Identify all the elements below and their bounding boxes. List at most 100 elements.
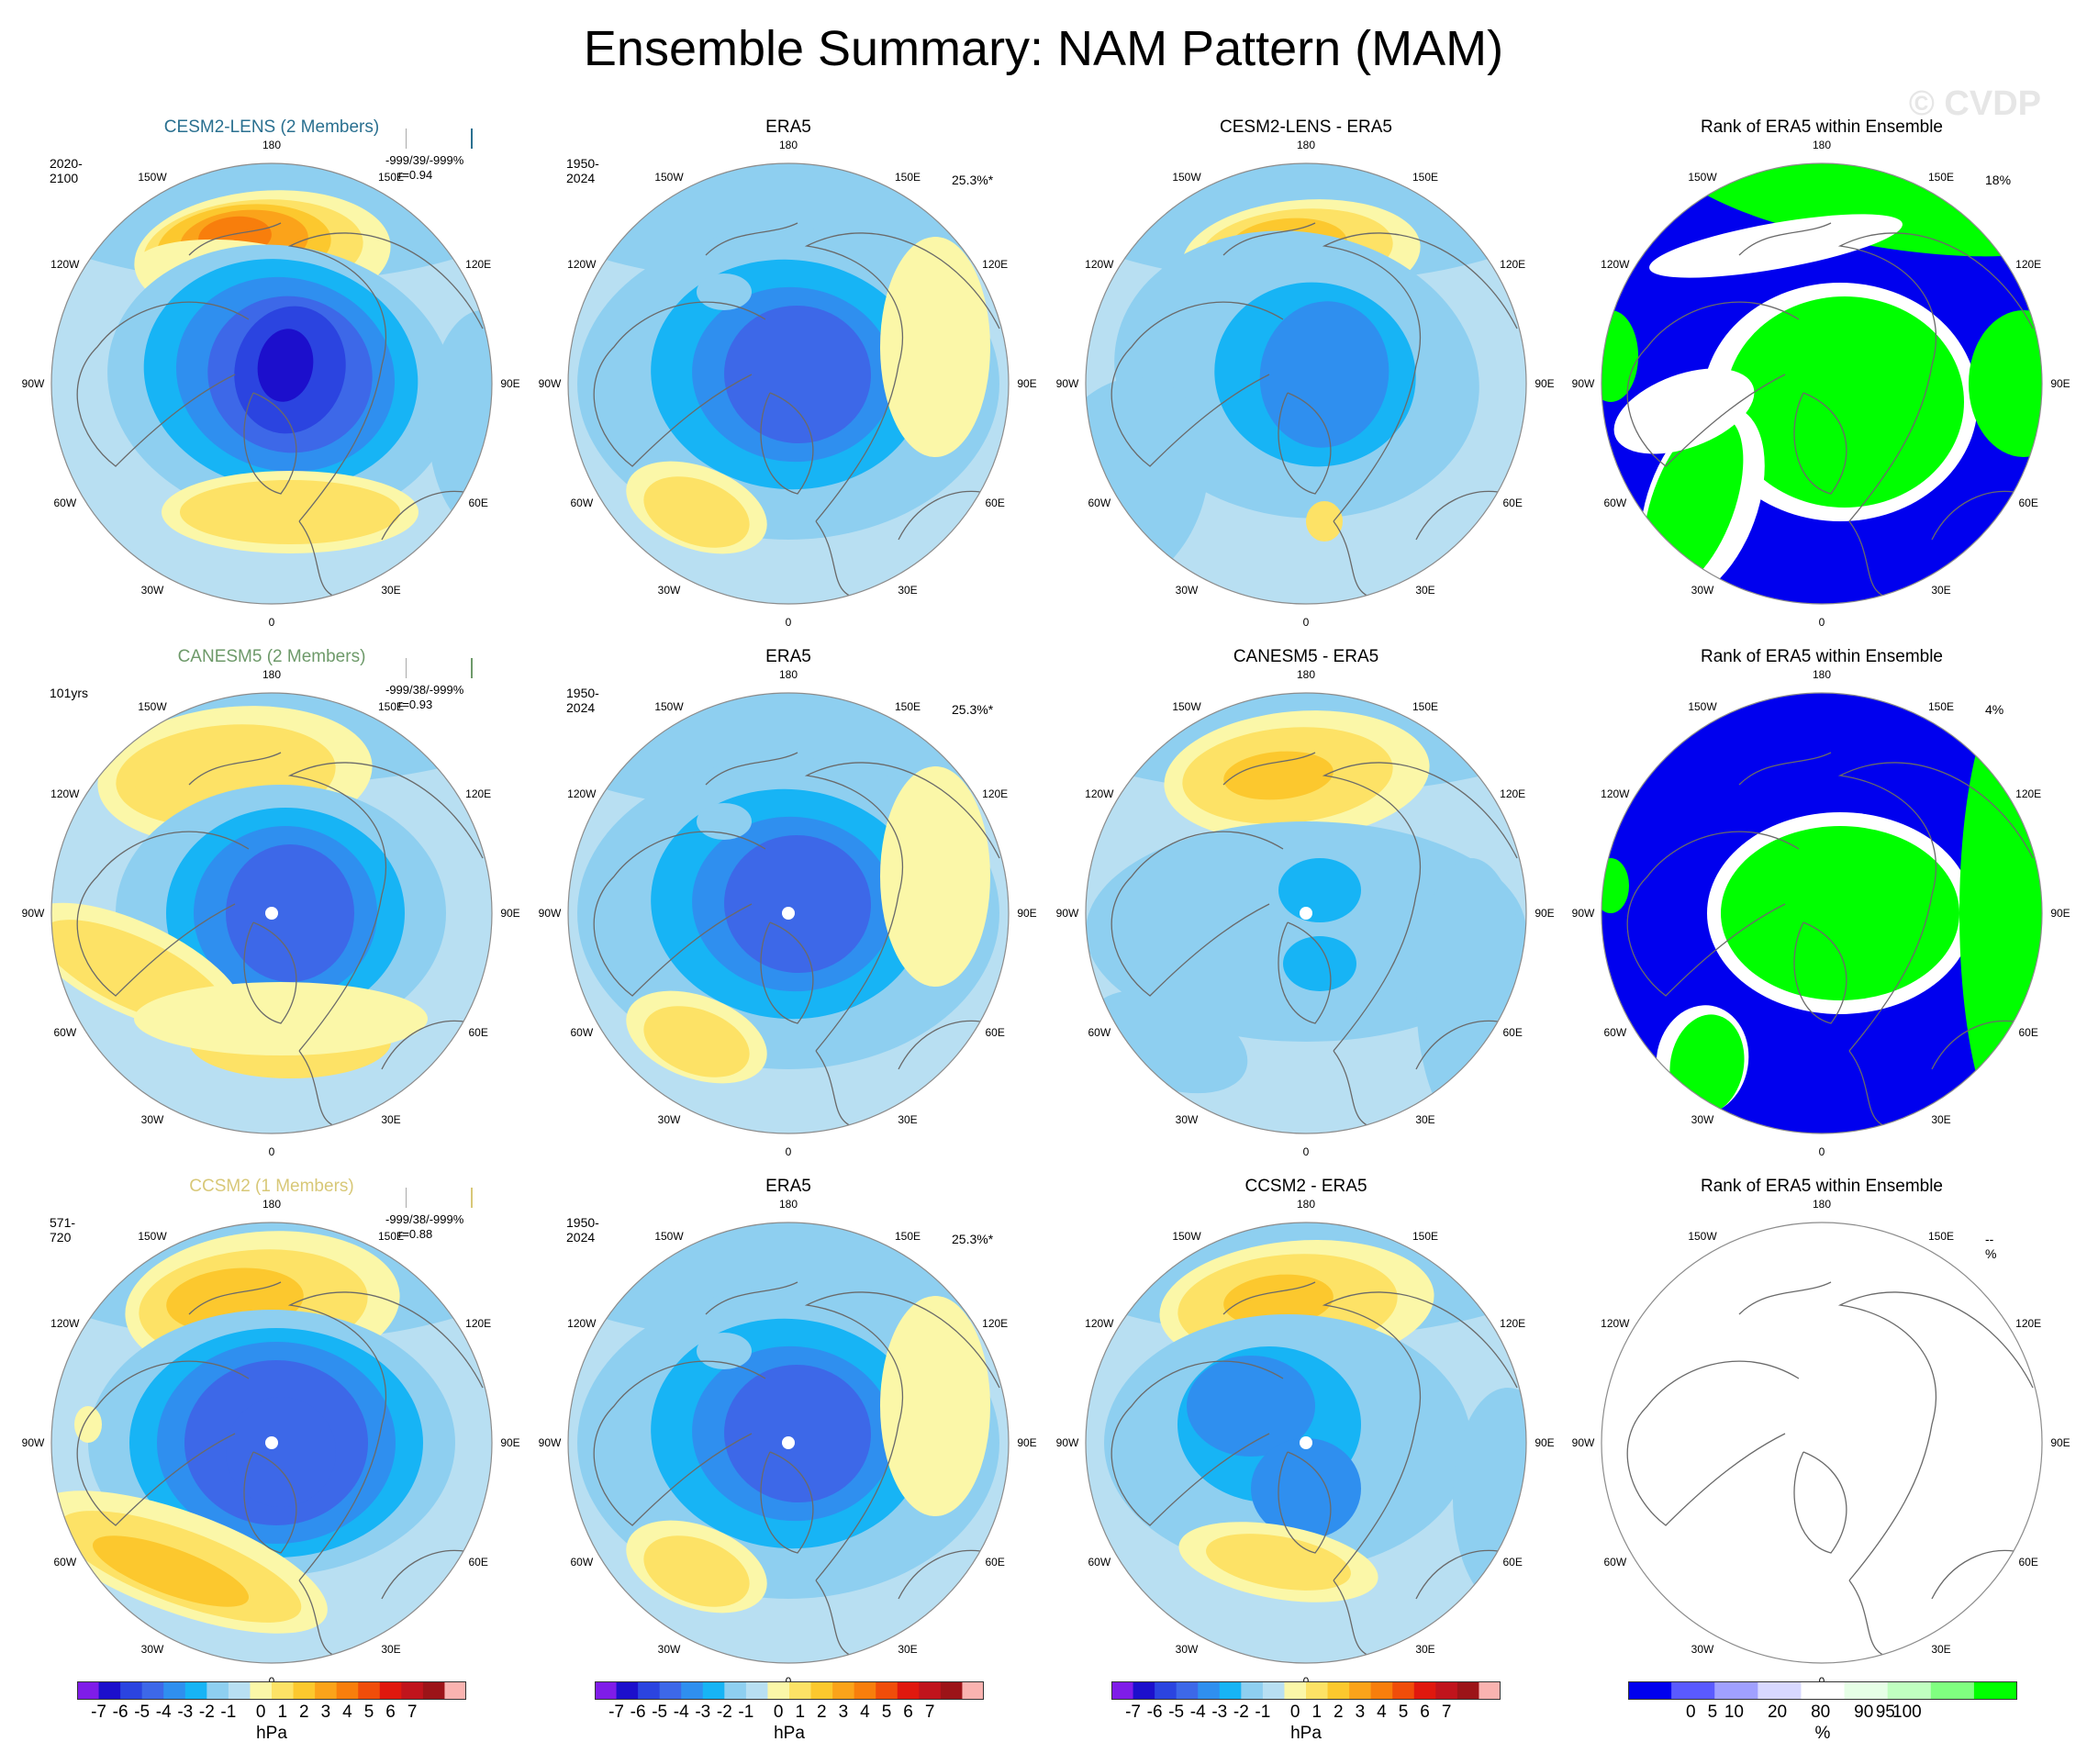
lon-label: 150W — [1688, 699, 1717, 713]
lon-label: 30W — [1175, 584, 1199, 597]
lon-label: 30W — [1175, 1113, 1199, 1127]
map-r2-rank — [1601, 692, 2043, 1134]
pattern-pct-r2-obs: 25.3%* — [952, 702, 994, 717]
contour-region — [697, 803, 752, 840]
contour-region — [428, 310, 492, 530]
lon-label: 120E — [465, 258, 492, 271]
lon-label: 30W — [140, 584, 164, 597]
colorbar-swatch — [789, 1681, 812, 1700]
colorbar-swatch — [1887, 1681, 1932, 1700]
colorbar-tick: -3 — [1211, 1703, 1228, 1722]
map-r1-member — [50, 162, 493, 605]
lon-label: 30E — [381, 1113, 401, 1127]
stats-marker — [406, 128, 473, 149]
lon-label: 150W — [138, 1229, 167, 1243]
colorbar-tick: 4 — [342, 1703, 352, 1722]
stats-r2-1: -999/38/-999% — [385, 683, 464, 697]
lon-label: 30E — [898, 1113, 918, 1127]
lon-label: 150E — [894, 1229, 921, 1243]
colorbar-swatch — [1479, 1681, 1501, 1700]
lon-label: 90E — [2050, 377, 2070, 390]
stats-r3-2: r=0.88 — [398, 1227, 433, 1241]
lon-label: 30W — [657, 1643, 681, 1657]
colorbar-swatch — [120, 1681, 143, 1700]
map-r2-member — [50, 692, 493, 1134]
colorbar-tick: 5 — [1707, 1703, 1718, 1722]
colorbar-swatch — [77, 1681, 100, 1700]
lon-label: 90W — [1571, 377, 1595, 390]
lon-label: 90W — [538, 907, 562, 920]
lon-label: 150W — [1172, 1229, 1201, 1243]
colorbar-tick: -6 — [630, 1703, 646, 1722]
colorbar-swatch — [595, 1681, 618, 1700]
colorbar-tick: 7 — [1441, 1703, 1452, 1722]
lon-label: 0 — [1818, 616, 1825, 629]
map-r1-diff — [1085, 162, 1527, 605]
lon-label: 30W — [140, 1643, 164, 1657]
contour-region — [724, 834, 871, 974]
colorbar-hpa-3-ticks: -7 -6 -5 -4 -3 -2 -1 0 1 2 3 4 5 6 7 — [1111, 1703, 1501, 1725]
lon-label: 0 — [268, 616, 275, 629]
lon-label: 60E — [985, 497, 1005, 509]
colorbar-tick: -1 — [738, 1703, 754, 1722]
colorbar-hpa-2 — [595, 1681, 984, 1700]
colorbar-swatch — [1844, 1681, 1889, 1700]
lon-label: 30E — [1415, 1113, 1435, 1127]
period-r1-member: 2020-2100 — [50, 156, 83, 185]
lon-label: 180 — [778, 139, 798, 151]
lon-label: 180 — [1296, 668, 1316, 681]
lon-label: 150E — [894, 699, 921, 713]
lon-label: 180 — [262, 139, 282, 151]
lon-label: 120W — [50, 787, 80, 800]
colorbar-tick: 0 — [255, 1703, 266, 1722]
colorbar-swatch — [810, 1681, 833, 1700]
colorbar-tick: 1 — [277, 1703, 288, 1722]
colorbar-swatch — [919, 1681, 942, 1700]
lon-label: 30E — [1931, 584, 1951, 597]
contour-region — [51, 163, 492, 283]
colorbar-swatch — [206, 1681, 229, 1700]
colorbar-tick: 3 — [1355, 1703, 1366, 1722]
contour-region — [880, 766, 990, 987]
contour-region — [1223, 1274, 1334, 1327]
pattern-pct-r2-rank: 4% — [1985, 702, 2004, 717]
lon-label: 30W — [1691, 1643, 1714, 1657]
lon-label: 30W — [1691, 584, 1714, 597]
colorbar-swatch — [659, 1681, 682, 1700]
colorbar-tick: -3 — [177, 1703, 194, 1722]
colorbar-swatch — [422, 1681, 445, 1700]
contour-region — [1306, 501, 1343, 541]
map-r3-obs — [567, 1222, 1010, 1664]
contour-region — [880, 237, 990, 457]
map-title-r3-obs: ERA5 — [765, 1177, 811, 1196]
map-title-r1-diff: CESM2-LENS - ERA5 — [1220, 117, 1392, 137]
lon-label: 180 — [778, 1198, 798, 1211]
lon-label: 120E — [1500, 1317, 1526, 1330]
colorbar-swatch — [681, 1681, 704, 1700]
lon-label: 30E — [898, 1643, 918, 1657]
lon-label: 120E — [2015, 787, 2042, 800]
lon-label: 90E — [2050, 907, 2070, 920]
lon-label: 150E — [377, 170, 405, 184]
lon-label: 30E — [381, 584, 401, 597]
colorbar-tick: -5 — [1168, 1703, 1185, 1722]
colorbar-tick: 4 — [1377, 1703, 1387, 1722]
lon-label: 90E — [2050, 1436, 2070, 1449]
lon-label: 30E — [1931, 1643, 1951, 1657]
lon-label: 60W — [1088, 497, 1111, 509]
map-title-r2-member: CANESM5 (2 Members) — [177, 647, 366, 666]
contour-region — [92, 1535, 250, 1607]
colorbar-tick: -4 — [673, 1703, 689, 1722]
colorbar-tick: -7 — [608, 1703, 624, 1722]
colorbar-swatch — [293, 1681, 316, 1700]
lon-label: 60W — [1603, 497, 1627, 509]
lon-label: 0 — [1818, 1145, 1825, 1158]
map-title-r1-obs: ERA5 — [765, 117, 811, 137]
colorbar-hpa-1-unit: hPa — [256, 1724, 287, 1743]
colorbar-swatch — [163, 1681, 186, 1700]
colorbar-tick: 0 — [1289, 1703, 1300, 1722]
colorbar-swatch — [228, 1681, 251, 1700]
lon-label: 90W — [21, 1436, 45, 1449]
lon-label: 60W — [53, 1556, 77, 1569]
contour-region — [568, 163, 1009, 283]
